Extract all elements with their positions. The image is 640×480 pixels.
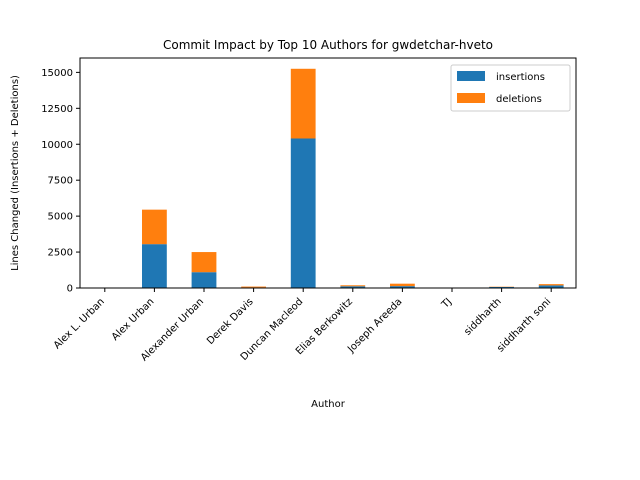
plot-area: [79, 57, 577, 289]
bar-insertions-8: [489, 286, 514, 288]
x-tick-label: Derek Davis: [205, 296, 256, 347]
y-tick-label: 12500: [41, 104, 73, 115]
bar-deletions-4: [290, 68, 316, 139]
y-axis: 0 2500 5000 7500 10000 12500 15000: [41, 68, 80, 295]
bar-insertions-6: [390, 286, 415, 288]
x-tick-label: Alex L. Urban: [52, 296, 107, 351]
bars-group: [92, 68, 564, 288]
bar-deletions-9: [538, 284, 564, 286]
x-tick-label: siddharth: [462, 296, 503, 337]
plot-frame: [79, 57, 577, 289]
legend-label-insertions: insertions: [496, 72, 545, 83]
bar-deletions-2: [191, 252, 217, 273]
bar-deletions-3: [241, 286, 266, 288]
bar-insertions-5: [340, 286, 366, 288]
x-tick-label: Alex Urban: [110, 296, 157, 343]
y-axis-title: Lines Changed (Insertions + Deletions): [10, 75, 21, 271]
bar-insertions-9: [538, 285, 564, 288]
legend-label-deletions: deletions: [496, 94, 542, 105]
legend: insertions deletions: [450, 64, 571, 112]
chart-title: Commit Impact by Top 10 Authors for gwde…: [163, 38, 493, 52]
bar-insertions-4: [290, 138, 316, 288]
bar-deletions-1: [142, 209, 167, 245]
y-tick-label: 10000: [41, 140, 73, 151]
bar-deletions-6: [390, 283, 415, 287]
y-tick-label: 7500: [48, 176, 73, 187]
x-tick-label: Joseph Areeda: [345, 296, 404, 355]
bar-insertions-2: [191, 272, 217, 288]
x-tick-label: TJ: [439, 296, 454, 311]
y-tick-label: 0: [67, 284, 73, 295]
legend-swatch-deletions: [457, 93, 485, 103]
legend-swatch-insertions: [457, 71, 485, 81]
x-tick-label: siddharth soni: [495, 296, 553, 354]
y-tick-label: 5000: [48, 212, 73, 223]
bar-deletions-5: [340, 285, 366, 287]
x-axis-title: Author: [311, 399, 346, 410]
bar-insertions-1: [142, 244, 167, 288]
y-tick-label: 15000: [41, 68, 73, 79]
y-tick-label: 2500: [48, 248, 73, 259]
